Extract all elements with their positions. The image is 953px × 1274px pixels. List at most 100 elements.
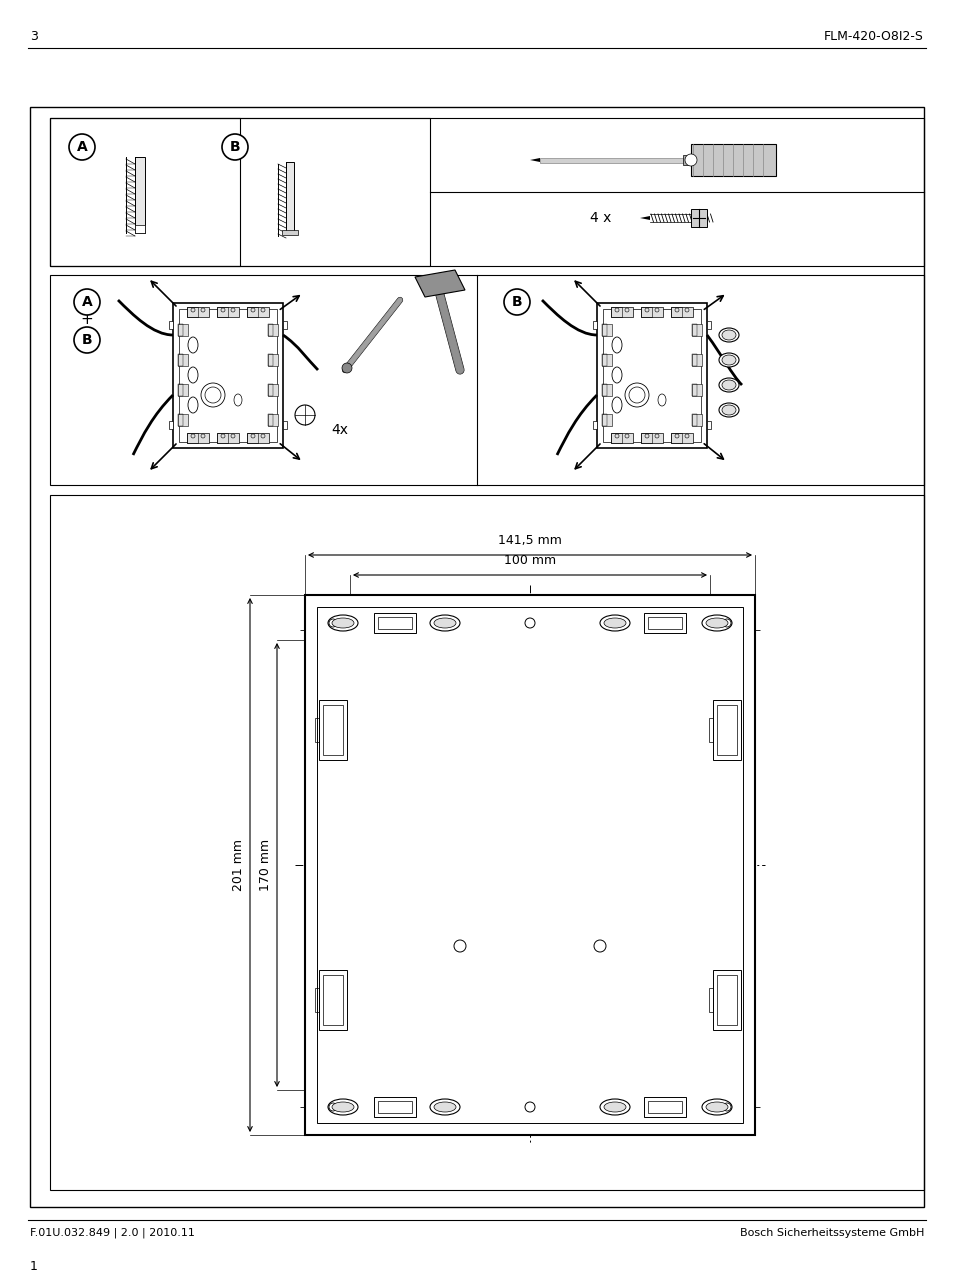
Bar — [374, 1097, 416, 1117]
Ellipse shape — [599, 615, 629, 631]
Circle shape — [205, 387, 221, 403]
Bar — [318, 699, 347, 761]
Text: B: B — [82, 333, 92, 347]
Bar — [178, 414, 188, 426]
Polygon shape — [530, 158, 539, 162]
Bar — [178, 354, 183, 366]
Bar — [50, 118, 240, 266]
Bar — [178, 383, 183, 396]
Ellipse shape — [612, 367, 621, 383]
Bar — [316, 606, 742, 1122]
Bar — [216, 307, 239, 317]
Bar — [691, 324, 697, 336]
Bar — [268, 414, 277, 426]
Bar — [670, 433, 681, 443]
Circle shape — [201, 383, 225, 406]
Ellipse shape — [658, 394, 665, 406]
Bar — [593, 420, 597, 429]
Circle shape — [69, 134, 95, 161]
Circle shape — [74, 327, 100, 353]
Bar — [601, 383, 612, 396]
Bar — [670, 307, 681, 317]
Ellipse shape — [719, 378, 739, 392]
Circle shape — [294, 405, 314, 426]
Bar — [539, 158, 684, 163]
Bar — [691, 324, 701, 336]
Bar — [305, 595, 754, 1135]
Bar — [178, 324, 183, 336]
Circle shape — [222, 134, 248, 161]
Bar — [50, 496, 923, 1190]
Bar — [670, 307, 692, 317]
Bar — [708, 719, 712, 741]
Ellipse shape — [705, 1102, 727, 1112]
Circle shape — [628, 387, 644, 403]
Bar — [601, 354, 612, 366]
Bar — [640, 433, 651, 443]
Circle shape — [684, 154, 697, 166]
Ellipse shape — [721, 380, 735, 390]
Text: Bosch Sicherheitssysteme GmbH: Bosch Sicherheitssysteme GmbH — [739, 1228, 923, 1238]
Text: FLM-420-O8I2-S: FLM-420-O8I2-S — [823, 31, 923, 43]
Bar — [50, 275, 923, 485]
Bar — [286, 162, 294, 232]
Bar — [374, 613, 416, 633]
Ellipse shape — [332, 1102, 354, 1112]
Circle shape — [503, 289, 530, 315]
Bar — [610, 433, 621, 443]
Bar — [691, 414, 697, 426]
Bar — [717, 975, 737, 1026]
Bar — [178, 383, 188, 396]
Bar — [169, 321, 172, 329]
Bar — [601, 414, 612, 426]
Bar — [187, 433, 209, 443]
Bar — [691, 354, 697, 366]
Text: A: A — [76, 140, 88, 154]
Bar — [610, 433, 633, 443]
Ellipse shape — [721, 405, 735, 415]
Ellipse shape — [603, 618, 625, 628]
Bar — [216, 433, 228, 443]
Ellipse shape — [328, 1099, 357, 1115]
Circle shape — [524, 618, 535, 628]
Ellipse shape — [719, 403, 739, 417]
Bar — [50, 118, 923, 266]
Bar — [601, 414, 606, 426]
Text: A: A — [82, 296, 92, 310]
Ellipse shape — [188, 397, 198, 413]
Bar — [172, 303, 283, 448]
Bar — [601, 324, 612, 336]
Bar — [691, 383, 697, 396]
Text: 4 x: 4 x — [589, 211, 611, 225]
Bar — [643, 1097, 685, 1117]
Bar — [268, 354, 273, 366]
Bar — [691, 354, 701, 366]
Circle shape — [74, 289, 100, 315]
Bar — [318, 970, 347, 1029]
Bar — [268, 324, 273, 336]
Text: 1: 1 — [30, 1260, 38, 1273]
Ellipse shape — [701, 1099, 731, 1115]
Circle shape — [524, 1102, 535, 1112]
Bar — [178, 324, 188, 336]
Bar — [601, 383, 606, 396]
Bar — [247, 433, 269, 443]
Polygon shape — [415, 270, 464, 297]
Ellipse shape — [328, 615, 357, 631]
Bar — [216, 307, 228, 317]
Ellipse shape — [430, 615, 459, 631]
Bar — [706, 321, 710, 329]
Bar — [601, 354, 606, 366]
Bar — [268, 324, 277, 336]
Ellipse shape — [599, 1099, 629, 1115]
Circle shape — [722, 619, 730, 627]
Bar — [670, 433, 692, 443]
Bar — [597, 303, 706, 448]
Bar — [691, 414, 701, 426]
Bar — [178, 414, 183, 426]
Bar — [610, 307, 633, 317]
Ellipse shape — [434, 1102, 456, 1112]
Text: 141,5 mm: 141,5 mm — [497, 534, 561, 547]
Ellipse shape — [430, 1099, 459, 1115]
Bar — [647, 617, 681, 629]
